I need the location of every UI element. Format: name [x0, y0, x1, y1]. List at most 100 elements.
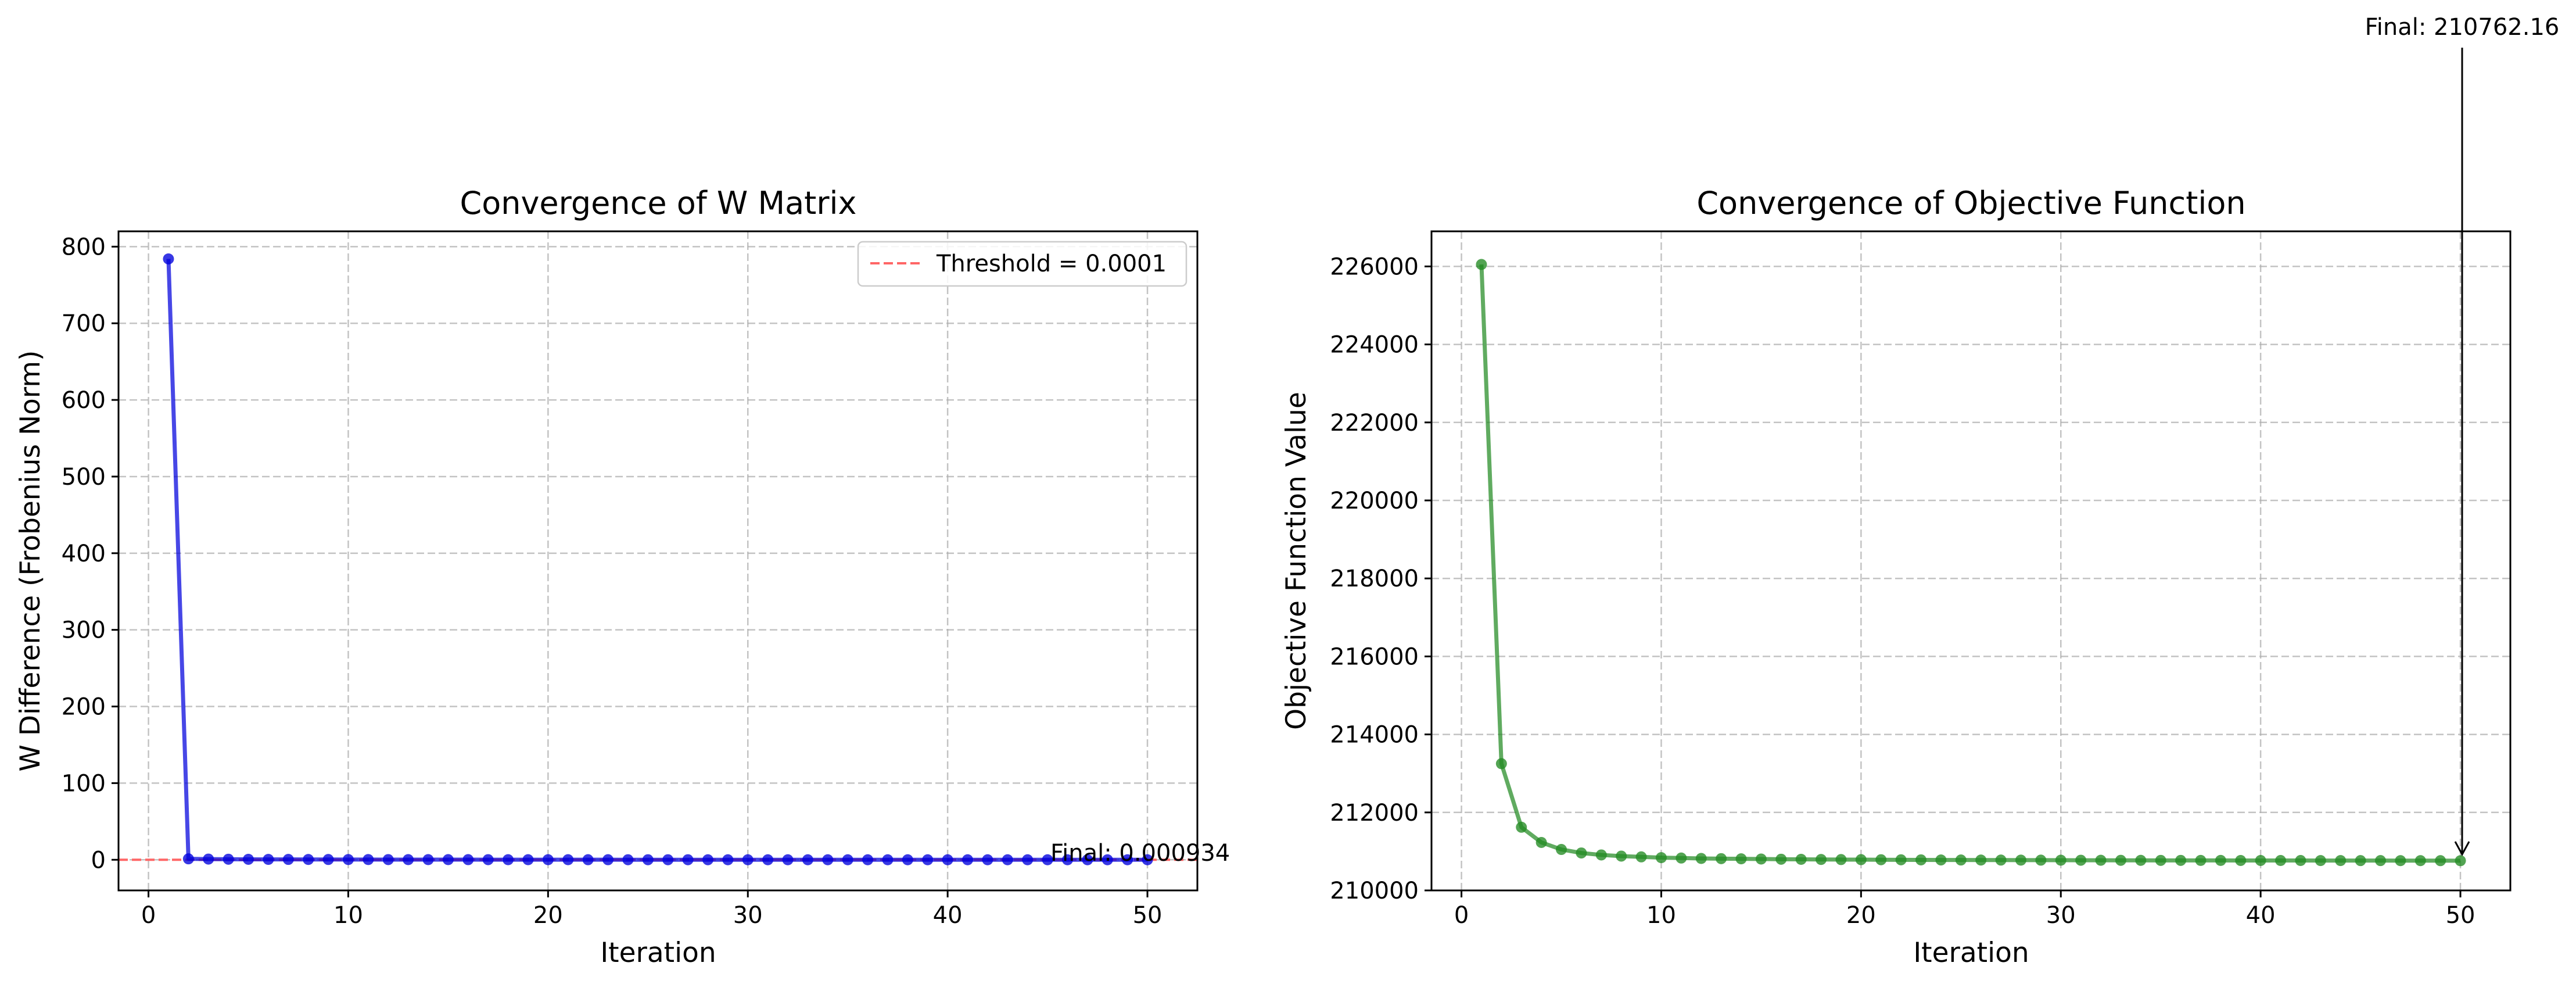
data-point: [442, 854, 454, 865]
data-point: [1142, 854, 1153, 865]
data-point: [762, 854, 774, 865]
data-point: [1595, 849, 1607, 861]
x-axis-label: Iteration: [1913, 937, 2029, 969]
final-value-annotation: Final: 210762.16: [2365, 14, 2560, 41]
data-point: [2035, 854, 2047, 866]
chart-title: Convergence of W Matrix: [460, 185, 857, 221]
data-point: [1975, 854, 1987, 866]
data-point: [682, 854, 694, 865]
data-point: [2315, 855, 2326, 867]
data-point: [2455, 855, 2466, 867]
y-tick-label: 212000: [1330, 800, 1419, 826]
data-point: [1042, 854, 1053, 865]
grid: [1431, 231, 2510, 892]
x-tick-label: 50: [2446, 902, 2475, 929]
data-point: [503, 854, 514, 865]
y-tick-label: 700: [62, 310, 106, 337]
data-point: [962, 854, 974, 865]
data-point: [582, 854, 594, 865]
data-point: [922, 854, 934, 865]
data-point: [1716, 853, 1727, 864]
y-tick-label: 218000: [1330, 566, 1419, 592]
legend: Threshold = 0.0001: [857, 241, 1187, 287]
data-point: [1495, 758, 1507, 770]
data-point: [2255, 854, 2266, 866]
y-tick-label: 500: [62, 464, 106, 491]
data-point: [203, 853, 214, 865]
data-point: [163, 253, 174, 264]
y-tick-label: 300: [62, 617, 106, 644]
data-point: [2335, 855, 2347, 867]
data-point: [1556, 844, 1567, 856]
data-point: [2215, 854, 2226, 866]
data-point: [802, 854, 813, 865]
objective-function-chart: Convergence of Objective Function 0 10 20 3…: [1280, 14, 2559, 969]
y-tick-label: 220000: [1330, 488, 1419, 514]
y-tick-label: 800: [62, 234, 106, 260]
data-point: [742, 854, 754, 865]
x-tick-label: 20: [1846, 902, 1876, 929]
series-line: [166, 259, 1148, 862]
data-point: [1082, 854, 1093, 865]
data-point: [782, 854, 794, 865]
data-point: [2295, 855, 2306, 867]
data-point: [2435, 855, 2446, 867]
data-point: [1795, 854, 1807, 865]
data-point: [642, 854, 654, 865]
x-tick-label: 30: [733, 902, 763, 929]
data-point: [1676, 852, 1687, 864]
x-tick-label: 0: [141, 902, 156, 929]
chart-title: Convergence of Objective Function: [1696, 185, 2245, 221]
data-point: [1875, 854, 1887, 865]
data-point: [2175, 854, 2187, 866]
data-point: [1635, 851, 1647, 863]
data-point: [702, 854, 713, 865]
data-point: [382, 854, 394, 865]
data-point: [223, 853, 234, 865]
x-tick-label: 10: [333, 902, 363, 929]
x-tick-label: 10: [1646, 902, 1676, 929]
y-tick-label: 210000: [1330, 878, 1419, 904]
final-value-annotation: Final: 0.000934: [1050, 840, 1230, 867]
annotation-arrowhead: [2454, 841, 2470, 857]
x-tick-label: 40: [2246, 902, 2276, 929]
data-point: [1895, 854, 1907, 865]
data-point: [403, 854, 414, 865]
y-tick-label: 216000: [1330, 643, 1419, 670]
data-point: [2235, 854, 2247, 866]
legend-threshold-label: Threshold = 0.0001: [936, 251, 1167, 277]
data-point: [1915, 854, 1927, 865]
data-point: [282, 854, 294, 865]
data-point: [1616, 850, 1627, 862]
data-point: [522, 854, 534, 865]
data-point: [1955, 854, 1967, 866]
data-point: [182, 853, 194, 865]
data-point: [482, 854, 494, 865]
data-point: [303, 854, 314, 865]
data-point: [2195, 854, 2207, 866]
data-point: [243, 853, 254, 865]
data-point: [2155, 854, 2166, 866]
y-tick-label: 100: [62, 770, 106, 797]
x-tick-label: 0: [1454, 902, 1469, 929]
y-tick-label: 200: [62, 694, 106, 721]
data-point: [2414, 855, 2426, 867]
y-tick-label: 0: [91, 847, 106, 874]
data-point: [1935, 854, 1947, 866]
data-point: [942, 854, 953, 865]
ticks: 0 10 20 30 40 50 210000 212000 214000 216000 21800…: [1330, 253, 2475, 929]
data-point: [263, 854, 274, 865]
legend-box: [857, 241, 1187, 287]
data-point: [1576, 847, 1587, 859]
data-point: [2374, 855, 2386, 867]
data-point: [622, 854, 634, 865]
data-point: [1535, 836, 1547, 848]
data-point: [1835, 854, 1847, 865]
data-point: [1755, 853, 1767, 865]
data-point: [882, 854, 894, 865]
y-tick-label: 600: [62, 387, 106, 414]
data-point: [1516, 821, 1527, 833]
data-point: [562, 854, 574, 865]
w-matrix-chart: Convergence of W Matrix 0 10 20 30 40 5001002…: [15, 185, 1230, 969]
